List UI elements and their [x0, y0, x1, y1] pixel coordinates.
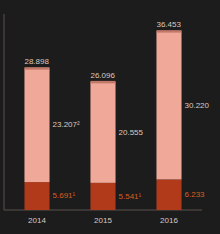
labels: 5.691¹ 23.207² 28.898 2014 5.541¹ 20.555 26.09…: [24, 20, 209, 225]
total-label: 28.898: [24, 57, 49, 66]
data-label: 5.541¹: [119, 192, 142, 201]
x-tick-label: 2014: [28, 216, 46, 225]
total-cap: [156, 30, 181, 33]
total-cap: [90, 81, 115, 84]
data-label: 20.555: [119, 128, 144, 137]
data-label: 30.220: [185, 101, 210, 110]
data-label: 5.691¹: [53, 191, 76, 200]
bar-segment: [90, 82, 115, 183]
data-label: 23.207²: [53, 120, 80, 129]
y-axis-line: [4, 14, 5, 210]
x-tick-label: 2015: [94, 216, 112, 225]
bars: [24, 31, 181, 210]
total-cap: [24, 67, 49, 70]
total-label: 26.096: [90, 71, 115, 80]
x-tick-label: 2016: [160, 216, 178, 225]
bar-segment: [24, 68, 49, 182]
bar-segment: [24, 182, 49, 210]
total-label: 36.453: [156, 20, 181, 29]
bar-segment: [156, 31, 181, 179]
bar-segment: [90, 183, 115, 210]
data-label: 6.233: [185, 190, 206, 199]
bar-segment: [156, 179, 181, 210]
chart: 5.691¹ 23.207² 28.898 2014 5.541¹ 20.555 26.09…: [0, 0, 220, 234]
